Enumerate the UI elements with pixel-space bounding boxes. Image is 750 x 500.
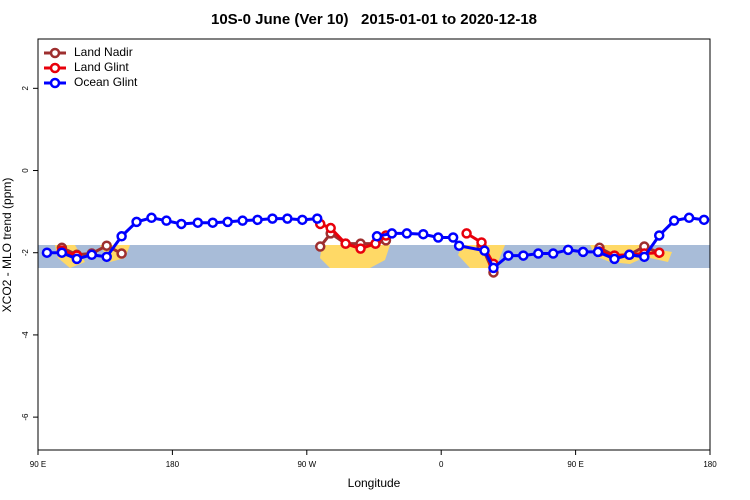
x-tick-label: 180 [703,460,717,469]
legend-label: Land Glint [74,60,129,74]
point [401,228,413,239]
chart-title: 10S-0 June (Ver 10) 2015-01-01 to 2020-1… [211,11,537,28]
point [161,215,172,226]
point [325,222,336,234]
point [418,228,429,240]
point [371,231,383,242]
point [432,232,444,243]
point [488,262,499,274]
point [222,216,233,228]
point [518,250,529,261]
point [101,240,112,251]
point [577,246,589,258]
point [314,241,326,252]
point [386,228,398,239]
point [453,240,465,251]
y-tick-label: -2 [21,249,30,257]
point [86,249,98,261]
point [683,212,695,224]
point [252,214,263,226]
y-tick-label: 2 [21,86,30,91]
point [192,217,204,228]
point [101,251,112,263]
point [146,212,157,224]
point [624,249,635,261]
x-tick-label: 180 [166,460,180,469]
point [355,243,366,254]
point [653,247,665,258]
point [698,214,710,226]
point [340,238,351,249]
point [267,213,278,224]
point [479,245,490,256]
point [312,213,323,224]
point [71,253,83,265]
point [476,237,487,248]
point [533,248,544,259]
x-tick-label: 90 E [30,460,46,469]
point [116,231,127,242]
x-tick-label: 90 E [567,460,583,469]
legend-marker [49,47,61,59]
point [668,215,680,226]
point [282,213,293,224]
legend-label: Land Nadir [74,45,133,59]
y-tick-label: 0 [21,168,30,173]
point [447,232,459,243]
point [207,217,218,228]
y-tick-label: -4 [21,331,30,339]
x-axis-label: Longitude [348,476,401,490]
point [297,214,308,226]
y-tick-label: -6 [21,413,30,421]
x-tick-label: 90 W [297,460,316,469]
y-axis-label: XCO2 - MLO trend (ppm) [0,178,14,313]
point [547,248,559,259]
point [176,218,187,230]
legend-label: Ocean Glint [74,75,138,89]
plot-frame [37,38,711,451]
point [503,250,514,261]
point [116,248,127,259]
legend-marker [49,77,61,89]
point [609,253,620,265]
legend-marker [49,62,61,74]
x-tick-label: 0 [439,460,444,469]
point [41,247,53,258]
point [653,230,665,241]
point [639,251,650,263]
point [56,247,68,258]
point [131,216,142,228]
point [237,215,248,226]
point [461,228,472,239]
point [562,244,574,256]
point [592,246,604,258]
